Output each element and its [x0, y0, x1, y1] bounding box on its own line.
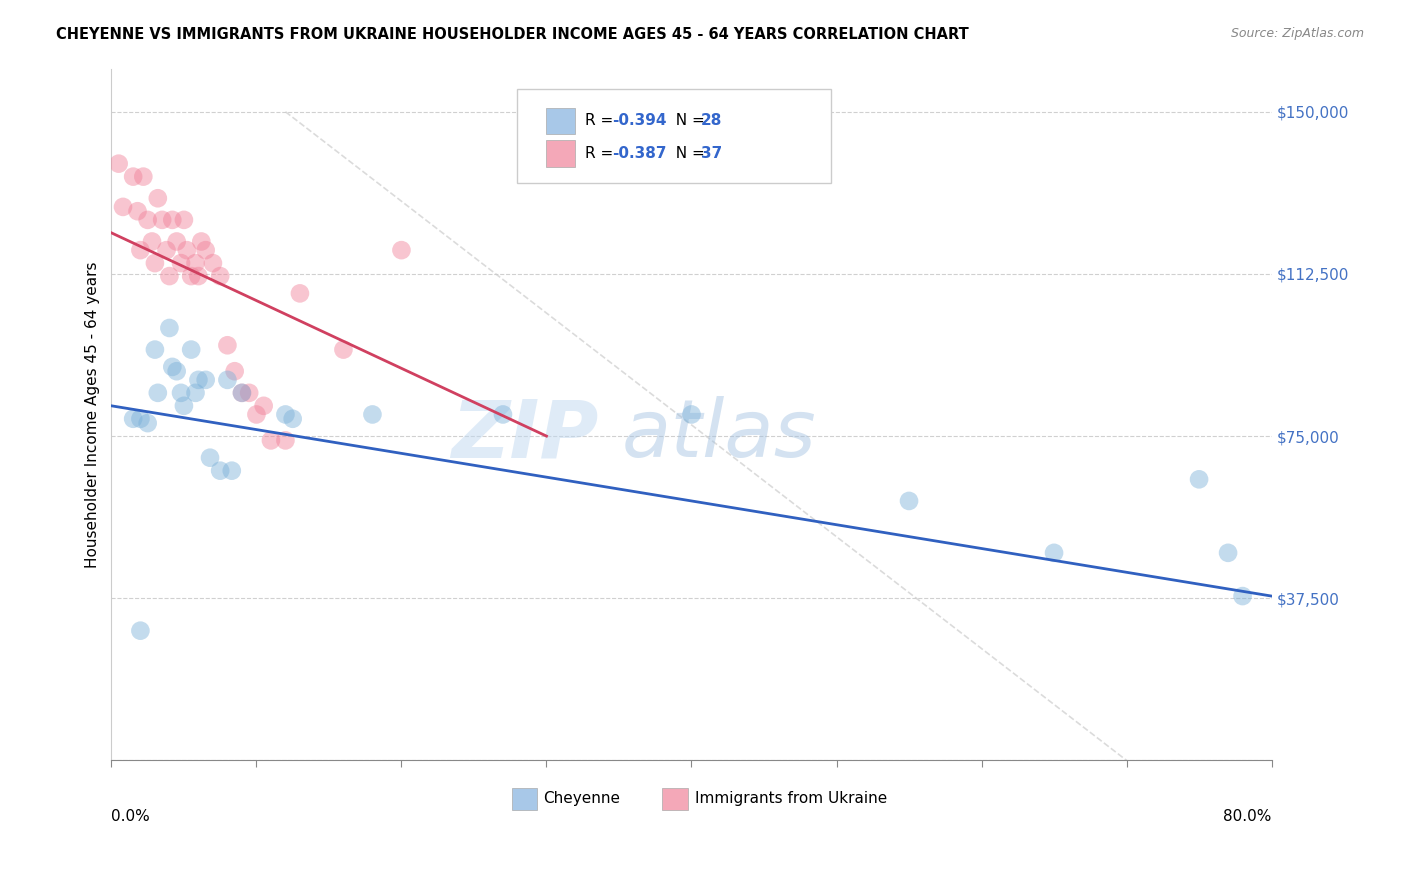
FancyBboxPatch shape: [547, 108, 575, 135]
Point: [194, 373, 217, 387]
Point: [187, 373, 209, 387]
Text: atlas: atlas: [621, 396, 817, 475]
Point: [209, 269, 232, 284]
Point: [224, 364, 246, 378]
Point: [166, 235, 188, 249]
Point: [361, 408, 384, 422]
Text: Source: ZipAtlas.com: Source: ZipAtlas.com: [1230, 27, 1364, 40]
Text: ZIP: ZIP: [451, 396, 599, 475]
Point: [288, 286, 311, 301]
Point: [173, 212, 195, 227]
Point: [332, 343, 354, 357]
Point: [162, 359, 184, 374]
Point: [136, 416, 159, 430]
Point: [274, 434, 297, 448]
Point: [180, 269, 202, 284]
Point: [245, 408, 267, 422]
Point: [129, 411, 152, 425]
Point: [187, 269, 209, 284]
Point: [157, 321, 180, 335]
Text: 37: 37: [700, 146, 723, 161]
Point: [198, 450, 221, 465]
Point: [898, 494, 921, 508]
Point: [492, 408, 515, 422]
Point: [122, 411, 145, 425]
Point: [143, 343, 166, 357]
Text: R =: R =: [585, 112, 617, 128]
Point: [217, 338, 239, 352]
Point: [217, 373, 239, 387]
Point: [170, 256, 193, 270]
Point: [162, 212, 184, 227]
Point: [201, 256, 224, 270]
Point: [111, 200, 134, 214]
Text: 28: 28: [700, 112, 723, 128]
FancyBboxPatch shape: [517, 89, 831, 183]
Point: [274, 408, 297, 422]
Point: [184, 256, 207, 270]
Point: [184, 385, 207, 400]
Point: [281, 411, 304, 425]
Point: [146, 385, 169, 400]
Point: [681, 408, 703, 422]
Point: [129, 624, 152, 638]
Point: [1043, 546, 1066, 560]
Point: [122, 169, 145, 184]
FancyBboxPatch shape: [547, 140, 575, 167]
Text: R =: R =: [585, 146, 617, 161]
Point: [391, 243, 413, 257]
Point: [107, 156, 129, 170]
FancyBboxPatch shape: [662, 788, 688, 810]
FancyBboxPatch shape: [512, 788, 537, 810]
Y-axis label: Householder Income Ages 45 - 64 years: Householder Income Ages 45 - 64 years: [86, 261, 100, 567]
Point: [146, 191, 169, 205]
Point: [1216, 546, 1239, 560]
Point: [238, 385, 260, 400]
Text: N =: N =: [666, 112, 710, 128]
Point: [1232, 589, 1254, 603]
Point: [194, 243, 217, 257]
Point: [260, 434, 283, 448]
Point: [129, 243, 152, 257]
Point: [173, 399, 195, 413]
Point: [143, 256, 166, 270]
Point: [132, 169, 155, 184]
Text: Cheyenne: Cheyenne: [543, 791, 620, 806]
Point: [190, 235, 212, 249]
Point: [221, 464, 243, 478]
Point: [170, 385, 193, 400]
Point: [136, 212, 159, 227]
Text: Immigrants from Ukraine: Immigrants from Ukraine: [695, 791, 887, 806]
Text: 80.0%: 80.0%: [1223, 809, 1271, 824]
Point: [157, 269, 180, 284]
Point: [1188, 472, 1211, 486]
Point: [180, 343, 202, 357]
Point: [150, 212, 173, 227]
Text: -0.394: -0.394: [613, 112, 666, 128]
Point: [231, 385, 253, 400]
Text: CHEYENNE VS IMMIGRANTS FROM UKRAINE HOUSEHOLDER INCOME AGES 45 - 64 YEARS CORREL: CHEYENNE VS IMMIGRANTS FROM UKRAINE HOUS…: [56, 27, 969, 42]
Text: N =: N =: [666, 146, 710, 161]
Point: [176, 243, 198, 257]
Point: [209, 464, 232, 478]
Point: [231, 385, 253, 400]
Point: [127, 204, 149, 219]
Point: [253, 399, 276, 413]
Point: [166, 364, 188, 378]
Point: [141, 235, 163, 249]
Text: -0.387: -0.387: [613, 146, 666, 161]
Text: 0.0%: 0.0%: [111, 809, 150, 824]
Point: [155, 243, 177, 257]
